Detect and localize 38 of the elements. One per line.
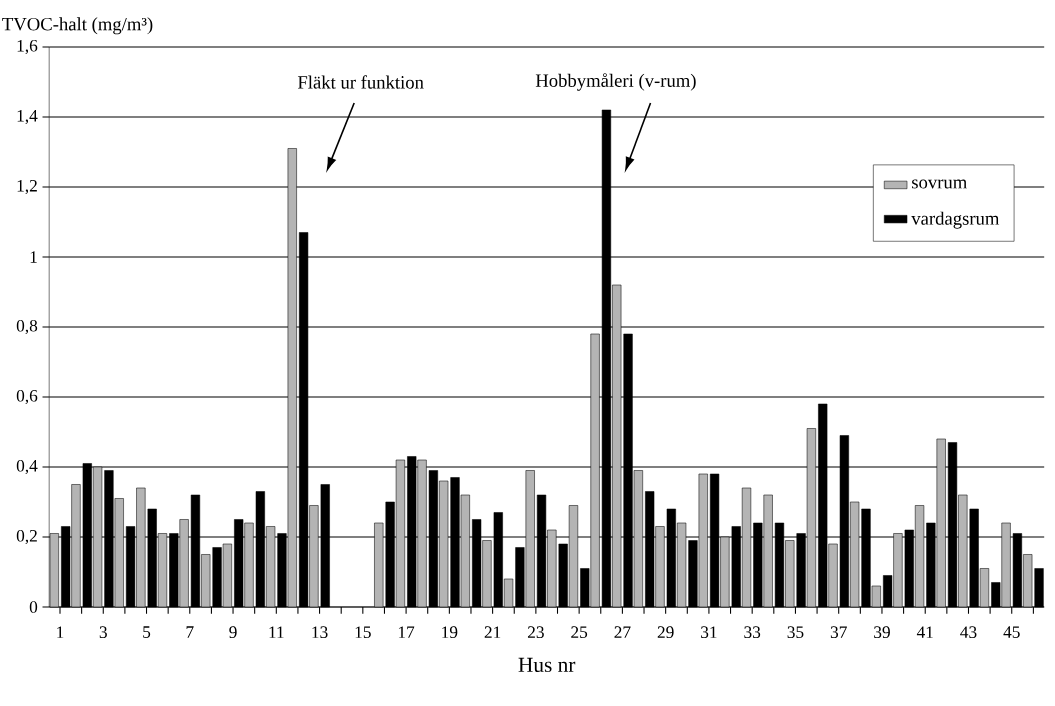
x-tick-label: 23 (527, 626, 544, 639)
x-tick-label: 29 (657, 626, 674, 639)
y-axis-title: TVOC-halt (mg/m³) (2, 17, 153, 35)
x-axis-title: Hus nr (518, 657, 576, 673)
x-tick-label: 27 (614, 626, 631, 638)
x-tick-label: 1 (57, 626, 64, 638)
x-tick-label: 31 (701, 626, 717, 639)
x-tick-label: 15 (355, 626, 371, 638)
x-tick-label: 17 (398, 626, 415, 638)
x-tick-label: 3 (99, 626, 107, 639)
y-tick-label: 1,2 (17, 179, 37, 195)
x-tick-label: 19 (442, 626, 458, 639)
x-tick-label: 5 (143, 626, 151, 638)
legend-label: sovrum (912, 179, 968, 189)
x-tick-label: 21 (484, 626, 501, 638)
y-tick-label: 0 (29, 601, 38, 613)
x-tick-label: 35 (787, 626, 804, 639)
y-tick-label: 0,8 (16, 319, 38, 335)
y-tick-label: 1,6 (17, 39, 38, 55)
x-tick-label: 45 (1003, 626, 1020, 638)
x-tick-label: 43 (960, 626, 977, 639)
annotation: Hobbymåleri (v-rum) (535, 73, 696, 91)
y-tick-label: 0,4 (16, 459, 38, 475)
x-tick-label: 9 (229, 626, 237, 639)
y-tick-label: 1,4 (17, 109, 38, 125)
annotation: Fläkt ur funktion (297, 75, 424, 89)
x-tick-label: 37 (830, 626, 847, 639)
y-tick-label: 0,2 (16, 529, 37, 545)
x-tick-label: 39 (874, 626, 890, 639)
x-tick-label: 11 (269, 626, 284, 638)
x-tick-label: 33 (744, 626, 761, 639)
x-tick-label: 25 (571, 626, 588, 639)
x-tick-label: 7 (186, 626, 194, 638)
x-tick-label: 13 (312, 626, 328, 639)
y-tick-label: 0,6 (16, 389, 38, 405)
y-tick-label: 1 (30, 251, 37, 263)
legend-label: vardagsrum (911, 211, 1000, 229)
x-tick-label: 41 (916, 626, 933, 638)
